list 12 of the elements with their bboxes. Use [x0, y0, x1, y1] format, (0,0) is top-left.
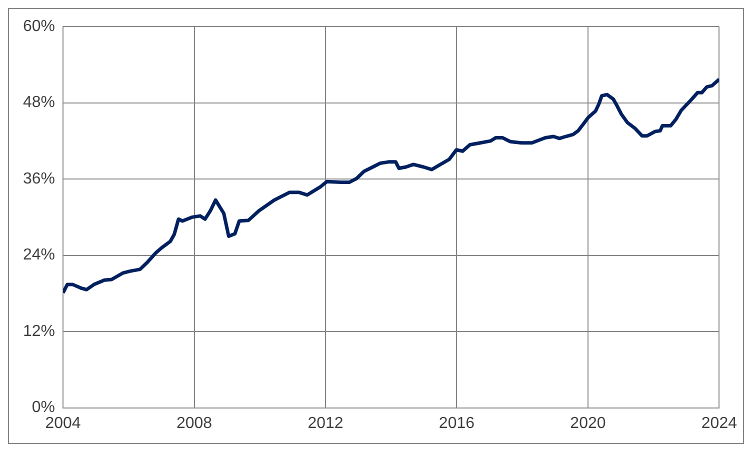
x-tick-label: 2004: [45, 414, 81, 432]
x-tick-label: 2024: [701, 414, 738, 432]
x-tick-label: 2020: [570, 414, 606, 432]
y-tick-label: 60%: [22, 18, 56, 36]
x-tick-label: 2008: [176, 414, 212, 432]
x-tick-label: 2016: [438, 414, 475, 432]
y-tick-label: 12%: [22, 322, 56, 340]
y-tick-label: 36%: [22, 170, 56, 188]
x-tick-label: 2012: [308, 414, 344, 432]
y-tick-label: 48%: [22, 94, 56, 112]
y-tick-label: 24%: [22, 246, 56, 264]
y-tick-label: 0%: [32, 399, 56, 416]
